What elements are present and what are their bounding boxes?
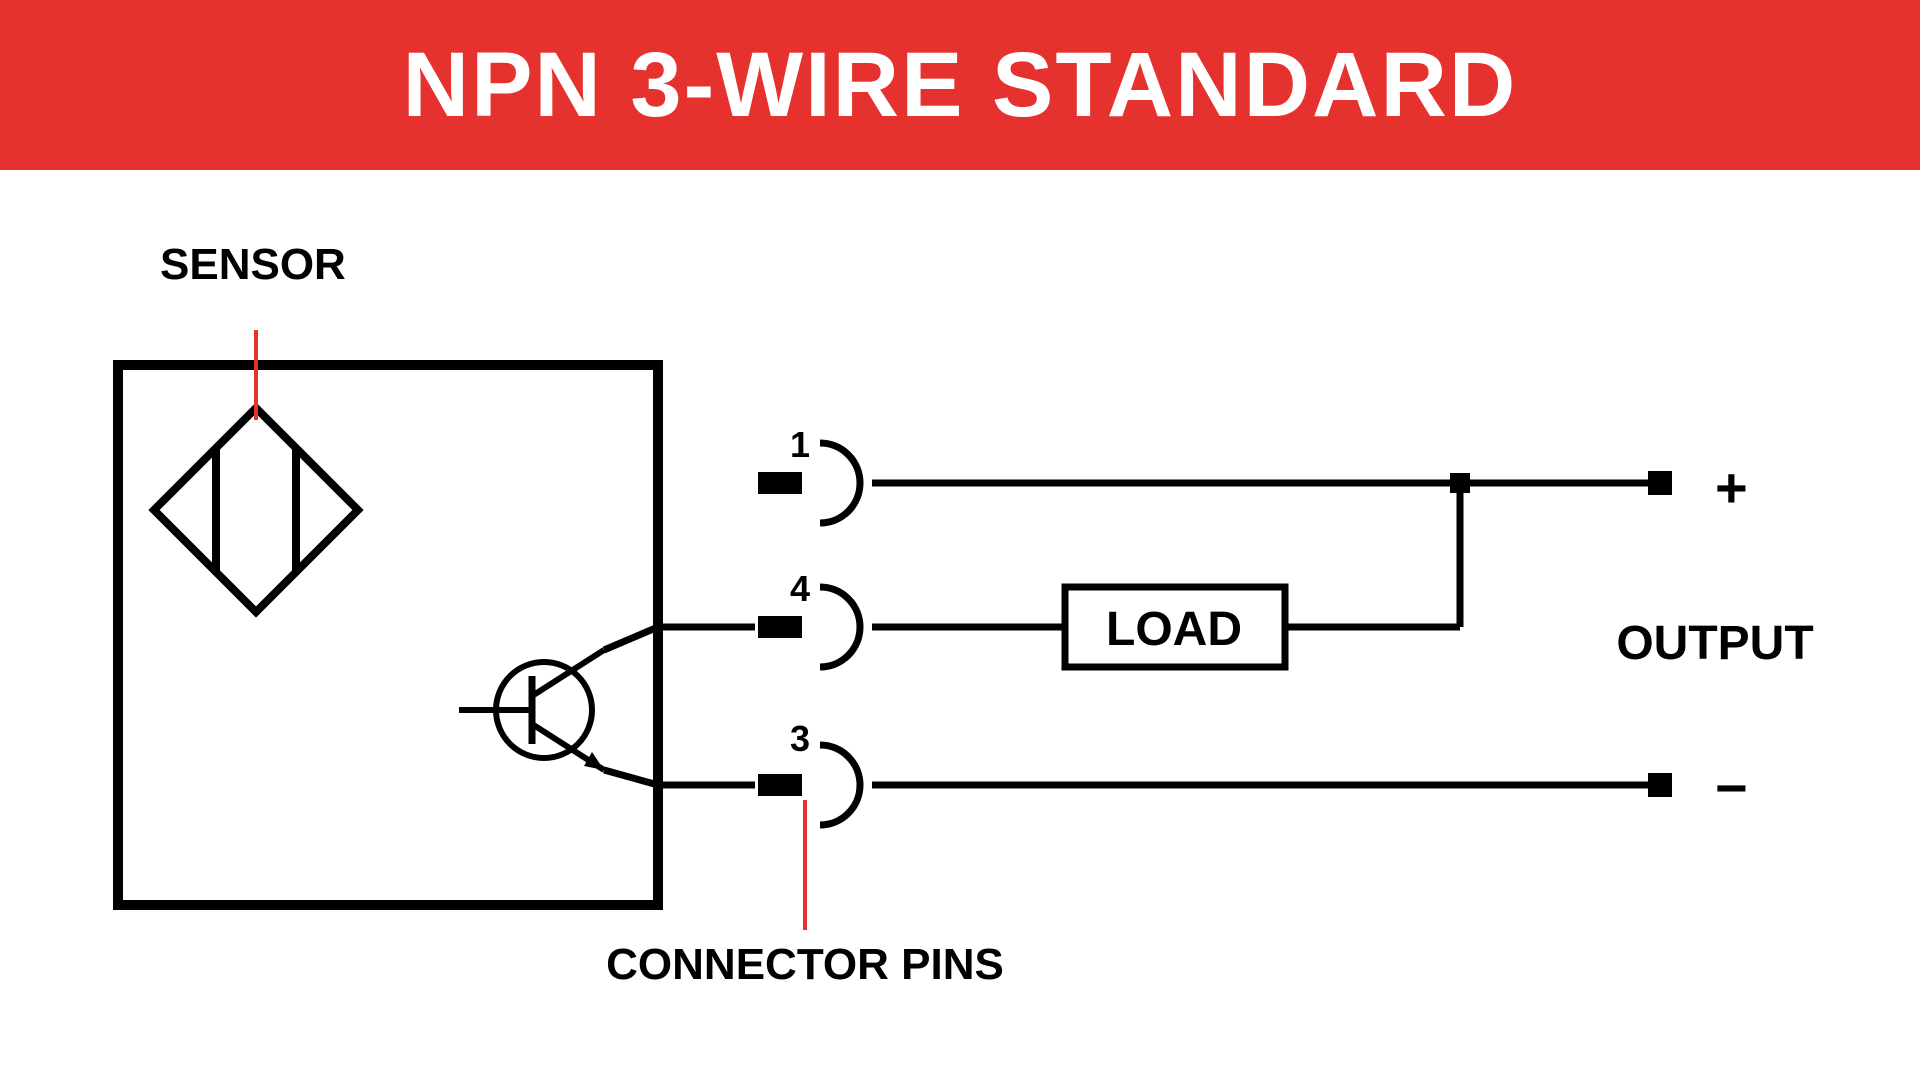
terminal-plus [1648, 471, 1672, 495]
diagram-canvas: NPN 3-WIRE STANDARD SENSORCONNECTOR PINS… [0, 0, 1920, 1080]
pin4-plug [758, 616, 802, 638]
pin1-label: 1 [790, 424, 810, 466]
minus-label: − [1715, 755, 1748, 820]
transistor-emitter-arrow [584, 752, 604, 770]
node-plus-junction [1450, 473, 1470, 493]
pin4-socket [820, 587, 860, 667]
sensor-diamond-icon [154, 408, 358, 612]
sensor-box [118, 365, 658, 905]
wire-collector-to-pin4 [604, 627, 755, 650]
pin3-socket [820, 745, 860, 825]
sensor-label: SENSOR [160, 240, 346, 290]
output-label: OUTPUT [1616, 616, 1813, 671]
pin1-plug [758, 472, 802, 494]
pin3-plug [758, 774, 802, 796]
wire-emitter-to-pin3 [604, 770, 755, 785]
pin4-label: 4 [790, 568, 810, 610]
diagram-svg [0, 0, 1920, 1080]
transistor-collector [532, 650, 604, 696]
pin1-socket [820, 443, 860, 523]
pin3-label: 3 [790, 718, 810, 760]
terminal-minus [1648, 773, 1672, 797]
load-label: LOAD [1106, 602, 1242, 657]
connector-pins-label: CONNECTOR PINS [606, 940, 1004, 990]
plus-label: + [1715, 455, 1748, 520]
